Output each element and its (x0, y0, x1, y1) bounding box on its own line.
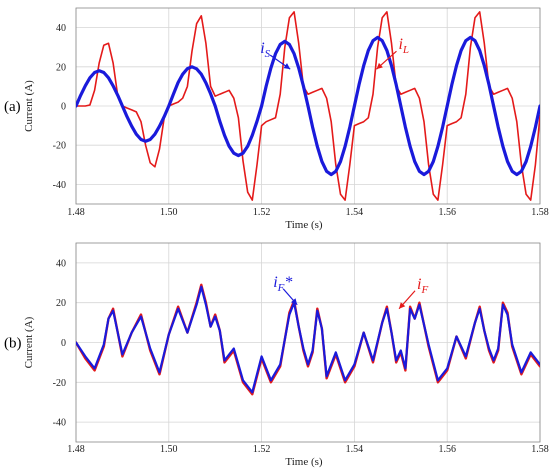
series-line-0 (76, 11, 540, 201)
y-tick-label: 20 (56, 298, 66, 309)
x-tick-label: 1.56 (438, 444, 456, 455)
y-tick-label: -40 (53, 418, 66, 429)
x-tick-label: 1.54 (346, 207, 364, 218)
annotation-arrowhead (283, 63, 291, 70)
annotation-arrowhead (376, 62, 383, 70)
x-tick-label: 1.56 (438, 207, 456, 218)
x-tick-label: 1.48 (67, 207, 85, 218)
x-axis-label: Time (s) (285, 219, 323, 231)
y-tick-label: -20 (53, 141, 66, 152)
series-annotation: iF (417, 276, 428, 296)
annotation-arrowhead (399, 302, 406, 309)
y-tick-label: 40 (56, 23, 66, 34)
panel-a: 1.48 1.50 1.52 1.54 1.56 1.58 -40 -20 0 20 40 iS iL T… (4, 7, 549, 231)
series-annotation: iF* (273, 274, 292, 294)
y-axis-label: Current (A) (23, 316, 35, 368)
x-tick-label: 1.52 (253, 444, 271, 455)
x-tick-label: 1.58 (531, 444, 549, 455)
x-tick-label: 1.58 (531, 207, 549, 218)
x-tick-label: 1.50 (160, 207, 178, 218)
y-tick-label: -40 (53, 180, 66, 191)
y-tick-label: -20 (53, 378, 66, 389)
series-annotation: iL (398, 36, 409, 56)
panel-b: 1.48 1.50 1.52 1.54 1.56 1.58 -40 -20 0 20 40 iF* iF… (4, 242, 549, 468)
series-line-1 (76, 285, 540, 394)
y-tick-label: 0 (61, 102, 66, 113)
y-axis-label: Current (A) (23, 80, 35, 132)
x-tick-label: 1.52 (253, 207, 271, 218)
x-tick-label: 1.54 (346, 444, 364, 455)
y-tick-label: 20 (56, 62, 66, 73)
x-axis-label: Time (s) (285, 456, 323, 468)
y-tick-label: 0 (61, 338, 66, 349)
x-tick-label: 1.50 (160, 444, 178, 455)
annotation-arrowhead (290, 298, 298, 305)
panel-label: (b) (4, 336, 22, 352)
series-annotation: iS (260, 40, 270, 60)
panel-label: (a) (4, 99, 21, 115)
x-tick-label: 1.48 (67, 444, 85, 455)
series-line-1 (76, 35, 540, 177)
y-tick-label: 40 (56, 258, 66, 269)
